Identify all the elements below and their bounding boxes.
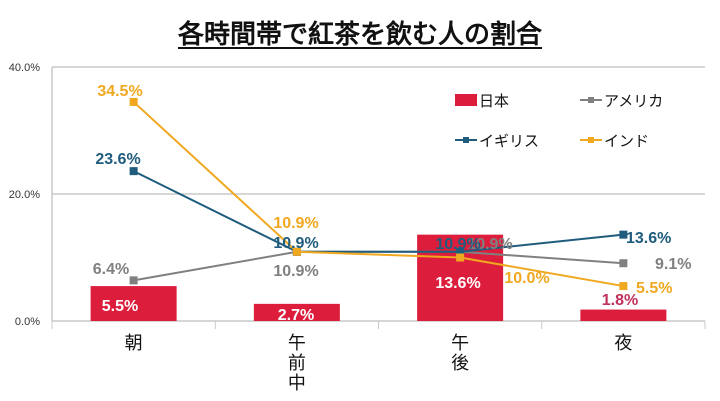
- point-イギリス: [456, 247, 465, 256]
- legend-label: 日本: [479, 92, 509, 110]
- bar-日本: [253, 303, 340, 321]
- legend-label: イギリス: [479, 132, 539, 150]
- point-インド: [456, 253, 465, 262]
- data-label: 13.6%: [435, 275, 480, 292]
- data-label: 10.9%: [273, 263, 318, 280]
- x-tick-label: 午: [288, 333, 306, 354]
- legend-marker: [588, 97, 594, 103]
- legend-marker: [588, 137, 594, 143]
- data-label: 1.8%: [602, 292, 638, 309]
- legend-marker: [463, 137, 469, 143]
- point-インド: [292, 247, 301, 256]
- y-tick-label: 40.0%: [9, 62, 40, 74]
- data-label: 10.9%: [273, 235, 318, 252]
- line-アメリカ: [133, 250, 624, 282]
- bar-日本: [580, 309, 667, 321]
- data-label: 13.6%: [626, 230, 671, 247]
- legend-swatch: [455, 94, 477, 106]
- point-インド: [129, 97, 138, 106]
- legend-label: インド: [604, 132, 649, 150]
- point-アメリカ: [619, 259, 628, 268]
- data-label: 6.4%: [93, 261, 129, 278]
- point-イギリス: [129, 167, 138, 176]
- x-tick-label: 夜: [614, 333, 632, 354]
- x-tick-label: 後: [451, 353, 469, 374]
- y-tick-label: 20.0%: [9, 189, 40, 201]
- point-アメリカ: [129, 276, 138, 285]
- x-tick-label: 中: [288, 373, 306, 394]
- data-label: 9.1%: [655, 256, 691, 273]
- x-tick-label: 前: [288, 353, 306, 374]
- point-インド: [619, 282, 628, 291]
- data-label: 2.7%: [278, 307, 314, 324]
- data-label: 10.9%: [435, 236, 480, 253]
- data-label: 10.9%: [273, 215, 318, 232]
- bar-日本: [90, 286, 177, 321]
- y-tick-label: 0.0%: [15, 316, 40, 328]
- chart-title: 各時間帯で紅茶を飲む人の割合: [177, 19, 542, 49]
- x-tick-label: 午: [451, 333, 469, 354]
- data-label: 5.5%: [636, 280, 672, 297]
- line-インド: [132, 101, 624, 288]
- legend-label: アメリカ: [604, 92, 663, 110]
- line-イギリス: [133, 170, 624, 253]
- data-label: 10.9%: [467, 236, 512, 253]
- point-イギリス: [619, 230, 628, 239]
- x-tick-label: 朝: [125, 333, 143, 354]
- data-label: 23.6%: [95, 151, 140, 168]
- data-label: 10.0%: [504, 270, 549, 287]
- data-label: 34.5%: [97, 83, 142, 100]
- data-label: 5.5%: [102, 298, 138, 315]
